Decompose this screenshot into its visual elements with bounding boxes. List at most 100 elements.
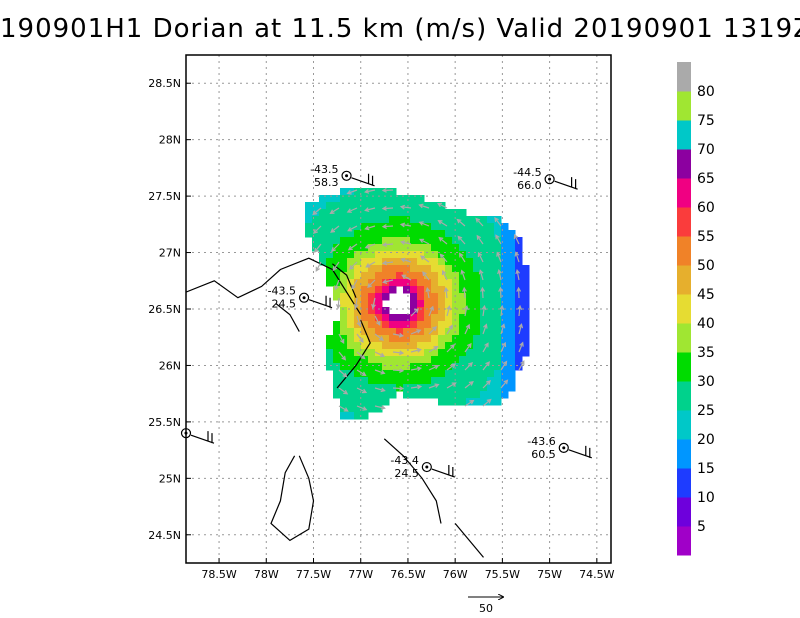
field-cell: [480, 398, 488, 406]
field-cell: [361, 286, 369, 294]
field-cell: [424, 279, 432, 287]
field-cell: [508, 328, 516, 336]
field-cell: [480, 335, 488, 343]
wind-vector: [497, 268, 502, 281]
field-cell: [424, 216, 432, 224]
wind-vector: [498, 286, 504, 299]
field-cell: [487, 398, 495, 406]
field-cell: [445, 230, 453, 238]
x-tick-label: 75W: [537, 568, 562, 581]
field-cell: [382, 237, 390, 245]
field-cell: [445, 398, 453, 406]
field-cell: [333, 377, 341, 385]
field-cell: [319, 237, 327, 245]
field-cell: [438, 377, 446, 385]
field-cell: [508, 293, 516, 301]
wind-vector: [338, 351, 347, 361]
field-cell: [459, 286, 467, 294]
colorbar-label: 70: [697, 142, 715, 158]
field-cell: [333, 202, 341, 210]
wind-vector: [475, 217, 484, 227]
field-cell: [340, 279, 348, 287]
colorbar-label: 30: [697, 374, 715, 390]
field-cell: [466, 216, 474, 224]
field-cell: [508, 363, 516, 371]
field-cell: [508, 377, 516, 385]
field-cell: [403, 328, 411, 336]
field-cell: [473, 300, 481, 308]
wind-vector: [446, 324, 453, 335]
wind-vector: [330, 225, 340, 233]
field-cell: [382, 216, 390, 224]
field-cell: [375, 363, 383, 371]
reference-vector: 50: [468, 597, 503, 615]
field-cell: [466, 286, 474, 294]
field-cell: [368, 237, 376, 245]
field-cell: [466, 307, 474, 315]
field-cell: [494, 370, 502, 378]
field-cell: [347, 370, 355, 378]
field-cell: [375, 237, 383, 245]
field-cell: [438, 363, 446, 371]
x-tick-label: 78W: [254, 568, 279, 581]
field-cell: [410, 251, 418, 259]
field-cell: [431, 230, 439, 238]
field-cell: [319, 202, 327, 210]
field-cell: [459, 335, 467, 343]
field-cell: [438, 398, 446, 406]
colorbar-segment: [677, 236, 691, 266]
field-cell: [501, 384, 509, 392]
field-cell: [354, 244, 362, 252]
field-cell: [466, 258, 474, 266]
field-cell: [389, 391, 397, 399]
field-cell: [445, 293, 453, 301]
observation-value: 60.5: [531, 448, 556, 461]
field-cell: [466, 223, 474, 231]
field-cell: [375, 398, 383, 406]
field-cell: [354, 342, 362, 350]
wind-vector: [494, 216, 502, 227]
field-cell: [361, 258, 369, 266]
field-cell: [466, 293, 474, 301]
wind-vector: [438, 236, 448, 245]
field-cell: [312, 244, 320, 252]
y-tick-label: 28N: [159, 134, 181, 147]
field-cell: [452, 272, 460, 280]
field-cell: [319, 209, 327, 217]
wind-vector: [381, 205, 394, 211]
field-cell: [347, 202, 355, 210]
field-cell: [473, 349, 481, 357]
field-cell: [354, 377, 362, 385]
field-cell: [417, 307, 425, 315]
colorbar-segment: [677, 468, 691, 498]
field-cell: [361, 384, 369, 392]
wind-vector: [428, 305, 434, 317]
field-cell: [347, 251, 355, 259]
field-cell: [522, 272, 530, 280]
field-cell: [445, 314, 453, 322]
field-cell: [389, 237, 397, 245]
field-cell: [417, 195, 425, 203]
field-cell: [431, 342, 439, 350]
wind-vector: [365, 261, 376, 268]
field-cell: [466, 279, 474, 287]
field-cell: [340, 314, 348, 322]
field-cell: [452, 230, 460, 238]
field-cell: [368, 321, 376, 329]
field-cell: [375, 286, 383, 294]
field-cell: [340, 195, 348, 203]
field-cell: [424, 230, 432, 238]
colorbar-label: 80: [697, 84, 715, 100]
field-cell: [515, 265, 523, 273]
field-cell: [368, 300, 376, 308]
observation-temperature: -43.4: [390, 454, 418, 467]
field-cell: [501, 279, 509, 287]
field-cell: [375, 216, 383, 224]
wind-vector: [437, 202, 448, 209]
field-cell: [368, 188, 376, 196]
field-cell: [438, 356, 446, 364]
field-cell: [312, 237, 320, 245]
field-cell: [396, 370, 404, 378]
field-cell: [354, 286, 362, 294]
